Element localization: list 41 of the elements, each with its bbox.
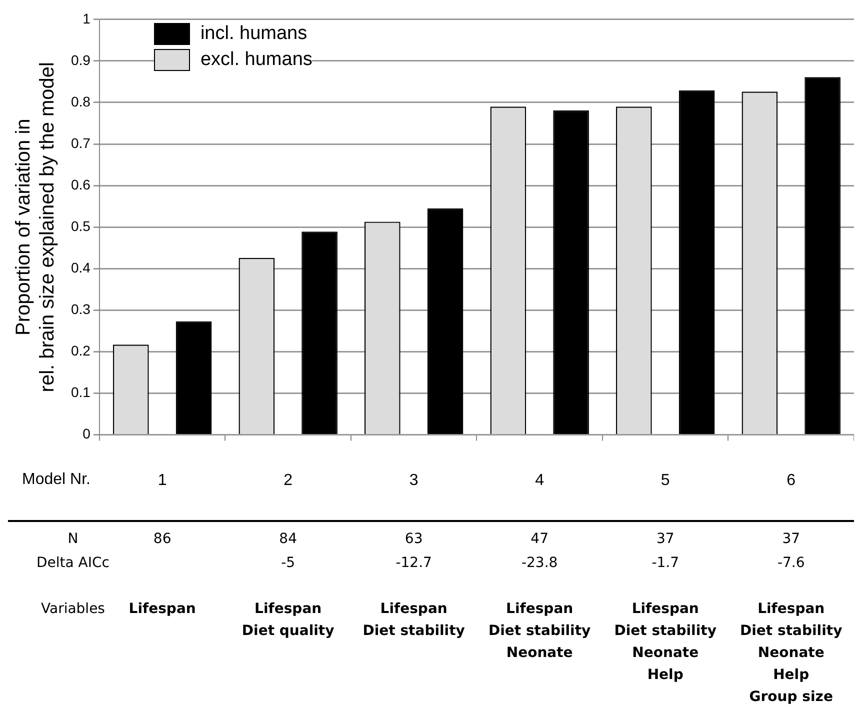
y-axis-title: Proportion of variation in rel. brain size explained by the model <box>12 62 59 392</box>
y-tick-label: 0.4 <box>70 260 91 276</box>
text: Variables <box>40 600 106 619</box>
text: N <box>66 530 80 549</box>
text: Lifespan <box>128 601 196 617</box>
text: 47 <box>530 530 550 549</box>
text: -12.7 <box>394 554 433 573</box>
text: 84 <box>278 530 298 549</box>
text: 37 <box>781 530 802 549</box>
text: Lifespan Diet stability Neonate Help <box>613 600 718 685</box>
text: -5 <box>280 554 296 573</box>
text: Lifespan Diet stability Neonate <box>487 600 592 663</box>
text: -23.8 <box>520 554 559 573</box>
text: 37 <box>655 530 676 549</box>
y-tick-label: 0.1 <box>70 384 91 400</box>
text: -7.6 <box>776 554 806 573</box>
y-tick-label: 1 <box>82 10 91 26</box>
text: 63 <box>404 530 424 549</box>
text: Lifespan Diet stability <box>362 600 466 641</box>
y-tick-label: 0.5 <box>70 218 91 234</box>
text: 86 <box>152 530 172 549</box>
x-tick-label: 3 <box>409 472 418 489</box>
x-tick-label: 5 <box>660 472 670 489</box>
y-tick-label: 0 <box>82 426 91 442</box>
text: -1.7 <box>650 554 680 573</box>
legend-label: excl. humans <box>200 49 312 72</box>
text: Delta AICc <box>36 554 110 573</box>
x-tick-label: 2 <box>284 472 293 489</box>
x-tick-label: 4 <box>535 472 544 489</box>
y-tick-label: 0.3 <box>70 301 91 318</box>
y-tick-label: 0.7 <box>70 134 91 151</box>
legend-label: incl. humans <box>200 23 308 46</box>
y-tick-label: 0.6 <box>70 176 91 192</box>
x-tick-label: 1 <box>158 472 167 489</box>
y-tick-label: 0.8 <box>70 93 91 110</box>
text: Lifespan Diet quality <box>240 600 336 641</box>
y-tick-label: 0.2 <box>70 342 91 359</box>
y-tick-label: 0.9 <box>70 52 91 68</box>
text: Lifespan Diet stability Neonate Help Group size <box>739 600 844 707</box>
x-axis-title: Model Nr. <box>22 471 90 488</box>
x-tick-label: 6 <box>786 472 796 489</box>
